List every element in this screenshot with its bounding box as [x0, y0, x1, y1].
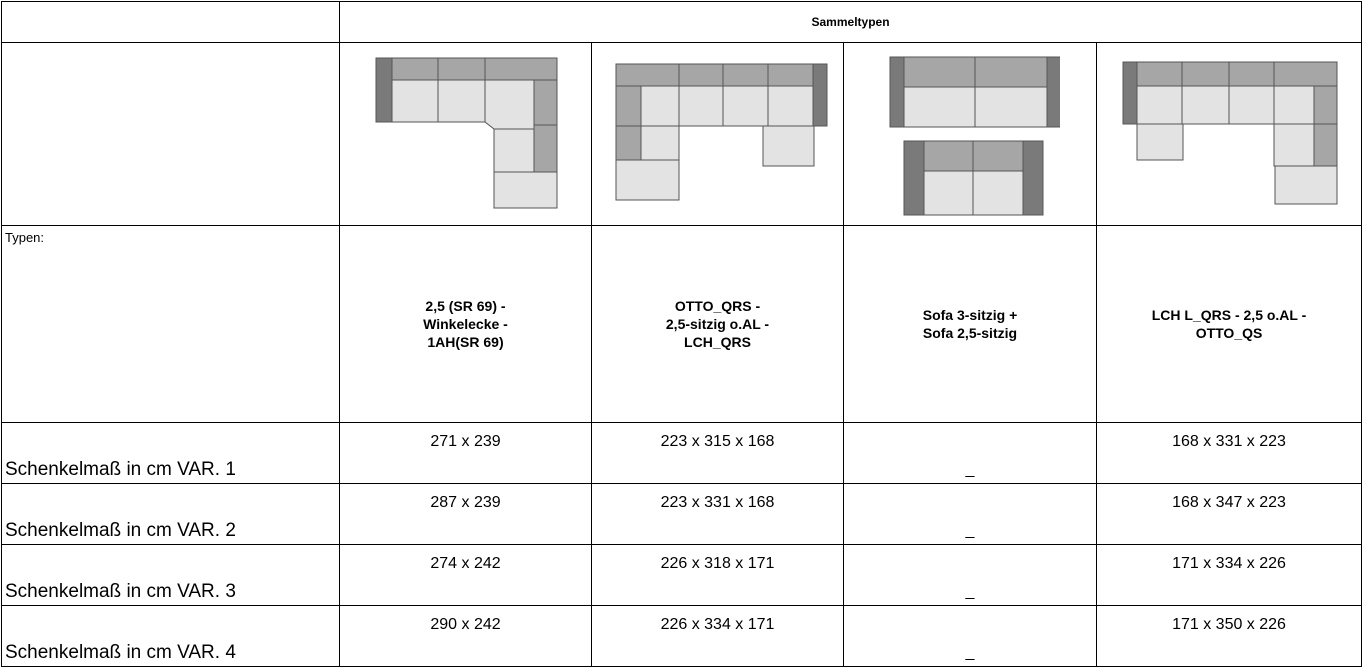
- corner-empty-cell: [1, 1, 340, 43]
- var-2-label: Schenkelmaß in cm VAR. 2: [1, 483, 340, 545]
- type-3-name: Sofa 3-sitzig + Sofa 2,5-sitzig: [922, 307, 1018, 341]
- type-4-diagram-cell: [1095, 42, 1362, 226]
- u-shape-sofa-diagram: [615, 63, 827, 201]
- image-row-empty-cell: [1, 42, 340, 226]
- type-2-diagram-cell: [591, 42, 844, 226]
- table-row-var-4: Schenkelmaß in cm VAR. 4 290 x 242 226 x…: [1, 605, 1362, 667]
- var-4-type-2-value: 226 x 334 x 171: [591, 605, 844, 667]
- var-2-type-3-value: _: [843, 483, 1097, 545]
- var-3-type-3-value: _: [843, 544, 1097, 606]
- var-1-type-2-value: 223 x 315 x 168: [591, 422, 844, 484]
- var-4-label: Schenkelmaß in cm VAR. 4: [1, 605, 340, 667]
- type-3-diagram-cell: [843, 42, 1097, 226]
- var-3-type-2-value: 226 x 318 x 171: [591, 544, 844, 606]
- type-1-diagram-cell: [339, 42, 592, 226]
- types-label: Typen:: [1, 225, 340, 423]
- var-4-type-3-value: _: [843, 605, 1097, 667]
- var-1-type-1-value: 271 x 239: [339, 422, 592, 484]
- var-1-type-4-value: 168 x 331 x 223: [1095, 422, 1362, 484]
- var-2-type-1-value: 287 x 239: [339, 483, 592, 545]
- var-3-label: Schenkelmaß in cm VAR. 3: [1, 544, 340, 606]
- type-4-name-cell: LCH L_QRS - 2,5 o.AL - OTTO_QS: [1095, 225, 1362, 423]
- type-1-name: 2,5 (SR 69) - Winkelecke - 1AH(SR 69): [423, 298, 508, 350]
- type-2-name: OTTO_QRS - 2,5-sitzig o.AL - LCH_QRS: [665, 298, 770, 350]
- var-2-type-2-value: 223 x 331 x 168: [591, 483, 844, 545]
- var-3-type-4-value: 171 x 334 x 226: [1095, 544, 1362, 606]
- l-shape-corner-sofa-diagram: [375, 57, 557, 209]
- type-1-name-cell: 2,5 (SR 69) - Winkelecke - 1AH(SR 69): [339, 225, 592, 423]
- table-row-var-1: Schenkelmaß in cm VAR. 1 271 x 239 223 x…: [1, 422, 1362, 484]
- two-sofas-diagram: [889, 56, 1060, 216]
- type-2-name-cell: OTTO_QRS - 2,5-sitzig o.AL - LCH_QRS: [591, 225, 844, 423]
- header-sammeltypen: Sammeltypen: [338, 1, 1362, 43]
- table-row-var-3: Schenkelmaß in cm VAR. 3 274 x 242 226 x…: [1, 544, 1362, 606]
- var-2-type-4-value: 168 x 347 x 223: [1095, 483, 1362, 545]
- var-1-type-3-value: _: [843, 422, 1097, 484]
- u-shape-chaise-sofa-diagram: [1122, 61, 1338, 205]
- var-4-type-4-value: 171 x 350 x 226: [1095, 605, 1362, 667]
- var-4-type-1-value: 290 x 242: [339, 605, 592, 667]
- table-row-var-2: Schenkelmaß in cm VAR. 2 287 x 239 223 x…: [1, 483, 1362, 545]
- var-3-type-1-value: 274 x 242: [339, 544, 592, 606]
- type-3-name-cell: Sofa 3-sitzig + Sofa 2,5-sitzig: [843, 225, 1097, 423]
- type-4-name: LCH L_QRS - 2,5 o.AL - OTTO_QS: [1151, 307, 1307, 341]
- var-1-label: Schenkelmaß in cm VAR. 1: [1, 422, 340, 484]
